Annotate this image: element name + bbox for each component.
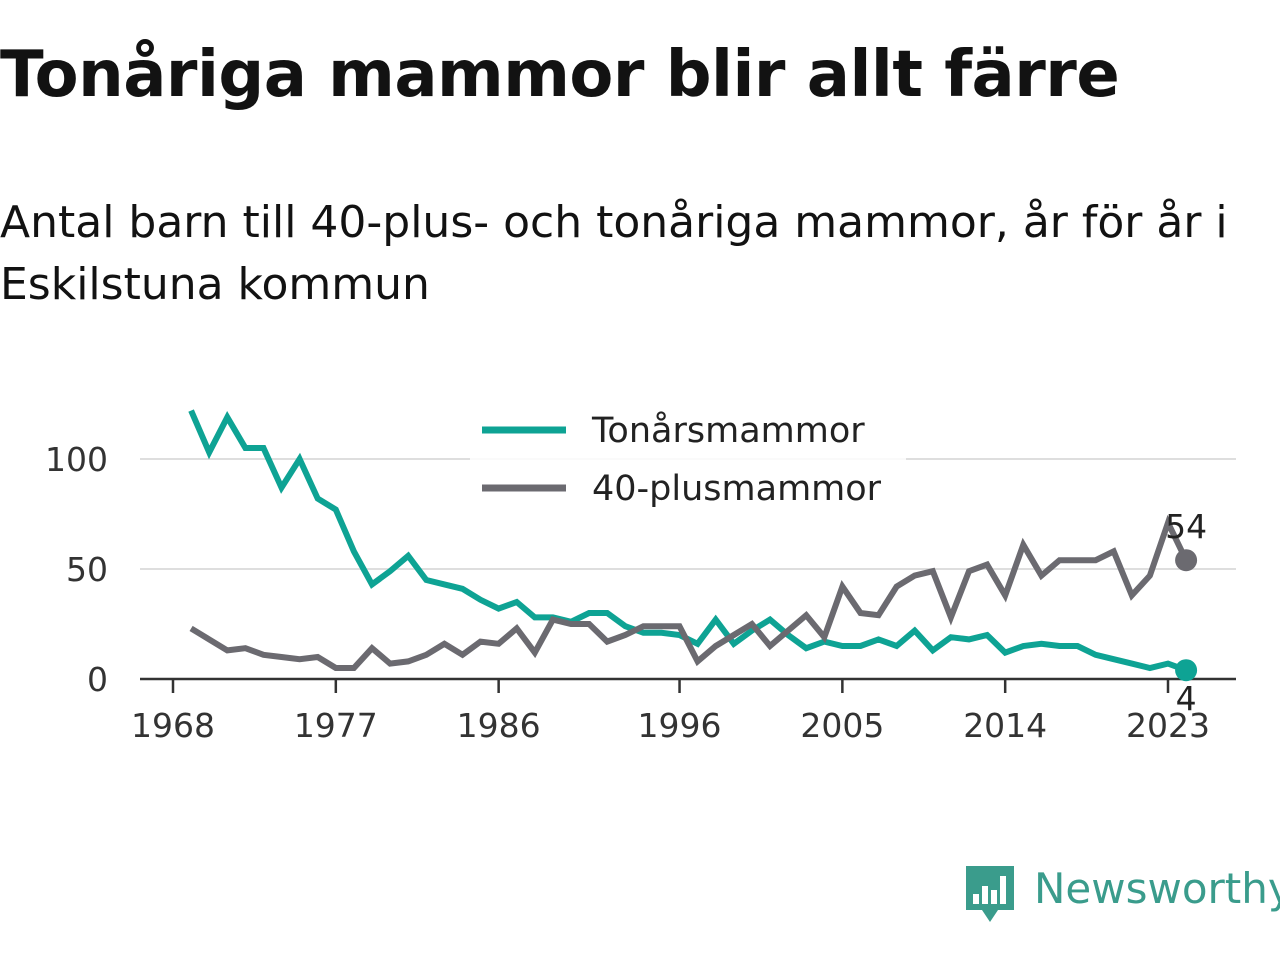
x-tick-label: 2005 [800, 706, 884, 745]
legend-label: Tonårsmammor [591, 410, 865, 451]
x-tick-label: 1996 [638, 706, 722, 745]
bar-chart-speech-bubble-icon [966, 866, 1014, 922]
x-tick-label: 2023 [1126, 706, 1210, 745]
series-line-40-plusmammor [189, 514, 1189, 671]
x-tick-label: 1986 [457, 706, 541, 745]
x-tick-label: 1977 [294, 706, 378, 745]
y-axis-tick-labels: 0 50 100 [45, 440, 108, 699]
series-end-marker [1175, 659, 1198, 682]
newsworthy-logo: Newsworthy [964, 862, 1280, 928]
legend-label: 40-plusmammor [592, 469, 882, 509]
chart-title: Tonåriga mammor blir allt färre [0, 38, 1120, 112]
series-end-label: 4 [1176, 679, 1197, 718]
line-chart: 1968 1977 1986 1996 2005 2014 2023 0 50 100 Tonå… [45, 402, 1236, 745]
series-end-marker [1175, 549, 1198, 572]
legend: Tonårsmammor 40-plusmammor [470, 402, 906, 520]
x-axis: 1968 1977 1986 1996 2005 2014 2023 [131, 677, 1236, 745]
y-tick-label: 0 [87, 660, 108, 699]
brand-name: Newsworthy [1034, 864, 1280, 913]
x-tick-label: 1968 [131, 706, 215, 745]
x-tick-label: 2014 [963, 706, 1047, 745]
series-end-label: 54 [1165, 507, 1207, 546]
legend-background [470, 402, 906, 520]
y-tick-label: 50 [66, 550, 108, 589]
chart-subtitle: Antal barn till 40-plus- och tonåriga ma… [0, 197, 1228, 310]
series-lines [188, 409, 1189, 674]
end-labels: 4 54 [1165, 507, 1207, 718]
y-tick-label: 100 [45, 440, 108, 479]
